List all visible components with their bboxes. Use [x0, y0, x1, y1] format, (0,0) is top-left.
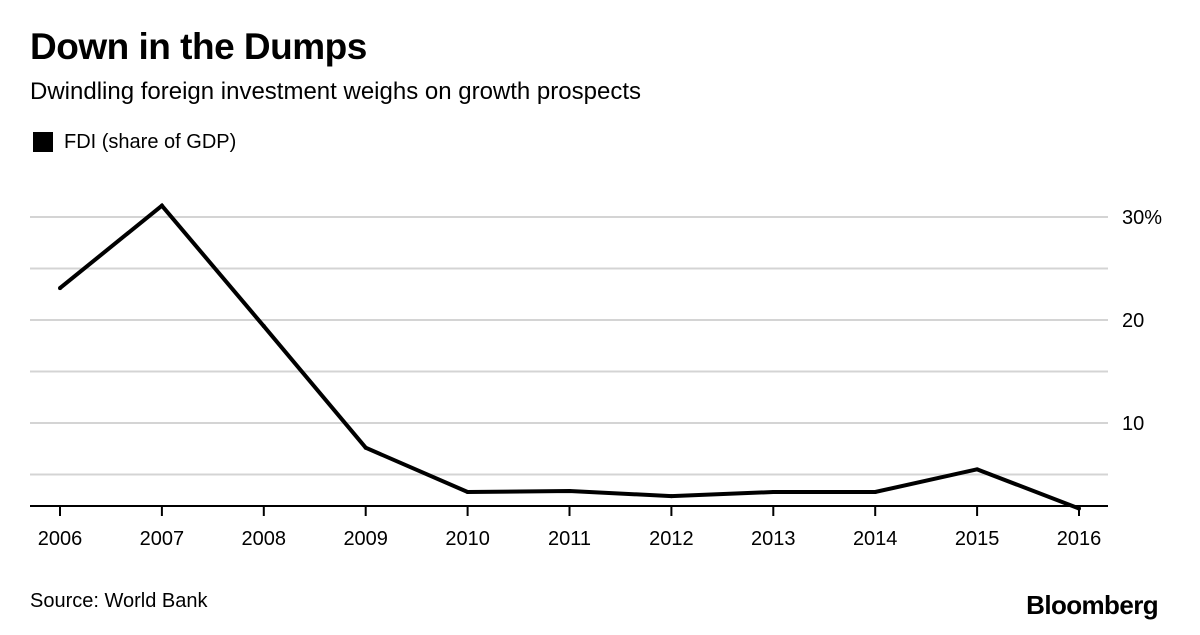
y-tick-label: 30%: [1122, 207, 1162, 229]
chart-subtitle: Dwindling foreign investment weighs on g…: [30, 78, 641, 105]
data-point: [873, 490, 878, 495]
x-axis-labels: 2006 2007 2008 2009 2010 2011 2012 2013 2014 2015…: [38, 506, 1102, 550]
legend-swatch: [33, 132, 53, 152]
x-tick-label: 2008: [242, 528, 287, 550]
x-tick-label: 2012: [649, 528, 694, 550]
x-tick-label: 2013: [751, 528, 796, 550]
legend: FDI (share of GDP): [33, 129, 236, 155]
y-tick-label: 20: [1122, 310, 1144, 332]
source-note: Source: World Bank: [30, 590, 208, 612]
x-tick-label: 2016: [1057, 528, 1102, 550]
gridlines: [30, 216, 1108, 476]
data-point: [58, 286, 62, 291]
series: [58, 202, 1081, 511]
series-line: [58, 202, 1080, 511]
x-tick-label: 2006: [38, 528, 83, 550]
legend-label: FDI (share of GDP): [64, 130, 237, 153]
data-point: [465, 490, 470, 495]
data-point: [771, 490, 776, 495]
data-point: [159, 203, 164, 208]
data-point: [669, 494, 674, 499]
x-tick-label: 2010: [445, 528, 490, 550]
x-tick-label: 2015: [955, 528, 1000, 550]
chart-title: Down in the Dumps: [30, 26, 367, 67]
data-point: [261, 324, 266, 329]
x-tick-label: 2011: [548, 528, 591, 550]
x-tick-label: 2014: [853, 528, 898, 550]
data-point: [363, 445, 368, 450]
x-tick-label: 2007: [140, 528, 185, 550]
data-point: [567, 488, 572, 493]
x-tick-label: 2009: [343, 528, 388, 550]
data-point: [975, 467, 980, 472]
y-tick-label: 10: [1122, 413, 1144, 435]
y-axis-labels: 30% 20 10: [1122, 207, 1162, 435]
data-point: [1077, 506, 1081, 511]
bloomberg-logo: Bloomberg: [1026, 590, 1158, 620]
